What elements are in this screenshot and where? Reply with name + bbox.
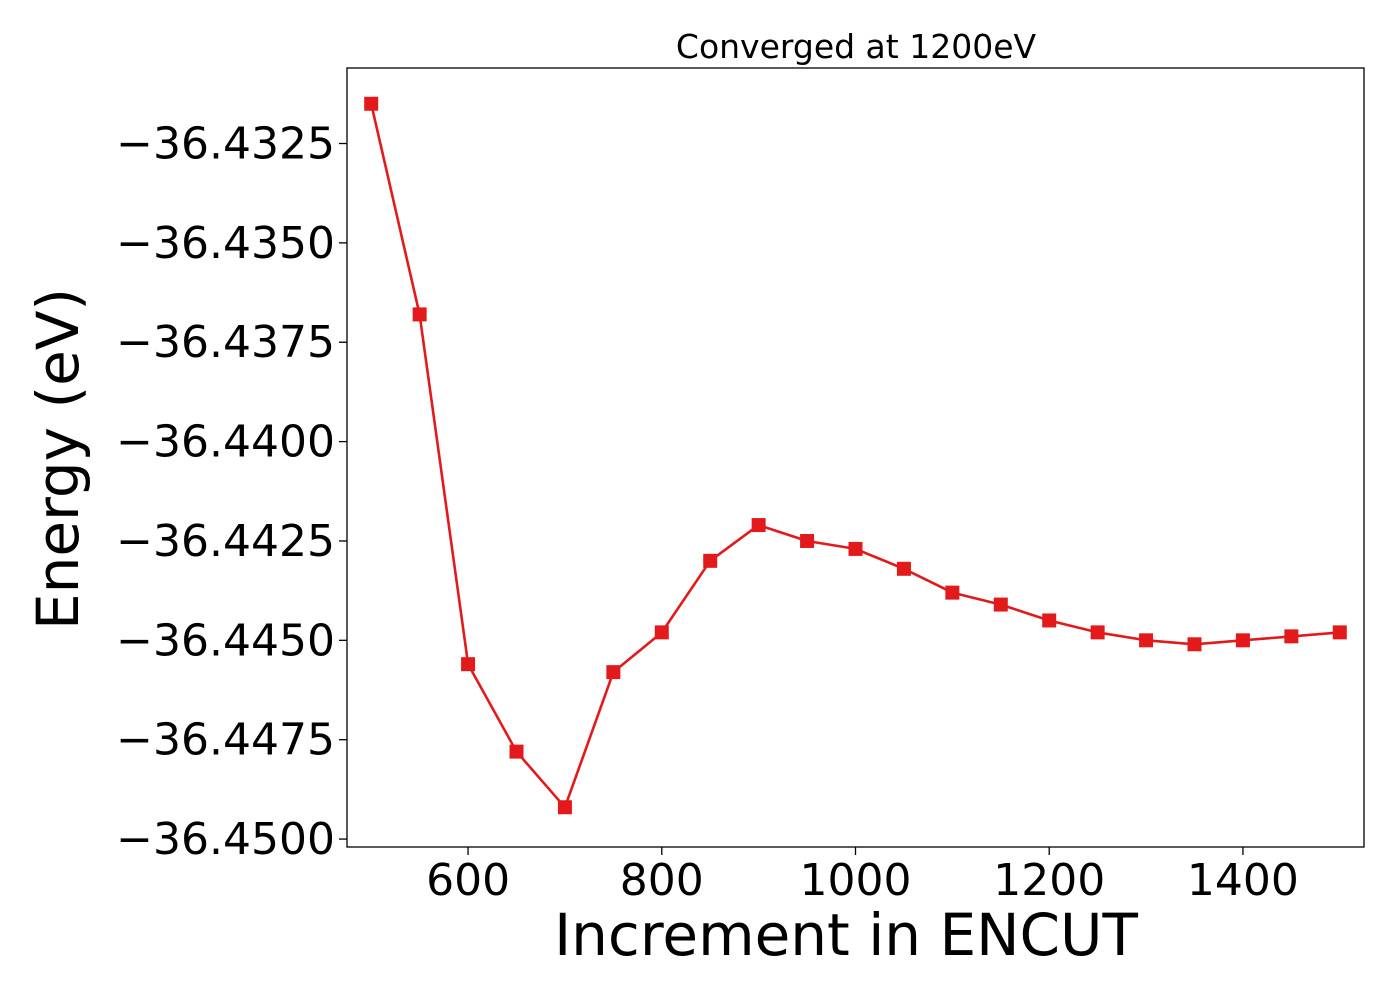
y-axis-label: Energy (eV) xyxy=(24,288,92,630)
y-tick-label: −36.4425 xyxy=(116,516,335,567)
x-tick-label: 1400 xyxy=(1187,855,1299,906)
y-tick-label: −36.4350 xyxy=(116,218,335,269)
plot-series xyxy=(364,96,1347,815)
x-tick-label: 1200 xyxy=(993,855,1105,906)
x-axis-label: Increment in ENCUT xyxy=(554,901,1138,969)
x-axis-ticks: 600 800 1000 1200 1400 xyxy=(426,847,1299,906)
data-point xyxy=(703,553,718,568)
data-point xyxy=(1284,629,1299,644)
data-point xyxy=(800,533,815,548)
data-point xyxy=(412,307,427,322)
data-point xyxy=(1332,625,1347,640)
y-tick-label: −36.4375 xyxy=(116,317,335,368)
chart-title: Converged at 1200eV xyxy=(676,27,1037,66)
plot-frame xyxy=(346,67,1365,848)
data-point xyxy=(848,541,863,556)
y-tick-label: −36.4325 xyxy=(116,119,335,170)
data-point xyxy=(509,744,524,759)
x-tick-label: 1000 xyxy=(800,855,912,906)
data-point xyxy=(364,96,379,111)
y-tick-label: −36.4400 xyxy=(116,417,335,468)
y-axis-ticks: −36.4325 −36.4350 −36.4375 −36.4400 −36.4425… xyxy=(116,119,347,865)
data-point xyxy=(606,665,621,680)
data-point xyxy=(557,800,572,815)
y-tick-label: −36.4450 xyxy=(116,615,335,666)
data-point xyxy=(1139,633,1154,648)
data-point xyxy=(654,625,669,640)
data-point xyxy=(993,597,1008,612)
x-tick-label: 600 xyxy=(426,855,510,906)
data-point xyxy=(1187,637,1202,652)
y-tick-label: −36.4500 xyxy=(116,814,335,865)
data-point xyxy=(896,561,911,576)
x-tick-label: 800 xyxy=(620,855,704,906)
y-tick-label: −36.4475 xyxy=(116,715,335,766)
series-line xyxy=(369,103,1340,809)
data-point xyxy=(751,518,766,533)
data-point xyxy=(461,657,476,672)
data-point xyxy=(1090,625,1105,640)
data-point xyxy=(945,585,960,600)
data-point xyxy=(1235,633,1250,648)
data-point xyxy=(1042,613,1057,628)
